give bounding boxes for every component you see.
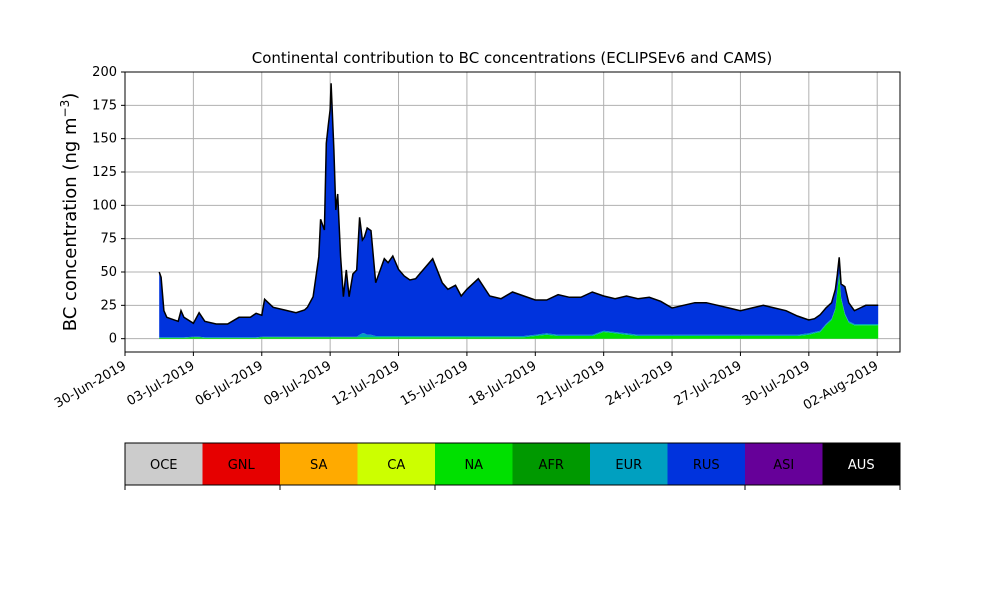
legend-label-asi: ASI (773, 458, 794, 473)
total-outline (158, 83, 879, 325)
y-tick-label: 25 (100, 298, 117, 313)
legend-swatch-aus (822, 443, 900, 485)
y-tick-label: 175 (92, 98, 117, 113)
y-axis-label-exponent: −3 (58, 100, 72, 118)
y-tick-label: 100 (92, 198, 117, 213)
x-tick-label: 02-Aug-2019 (801, 358, 881, 413)
legend-swatch-ca (357, 443, 435, 485)
y-tick-label: 150 (92, 132, 117, 147)
plot-frame (124, 71, 901, 353)
legend-label-eur: EUR (615, 458, 642, 473)
legend-label-gnl: GNL (228, 458, 256, 473)
y-tick-label: 75 (100, 232, 117, 247)
y-tick-label: 0 (109, 332, 117, 347)
x-tick-label: 27-Jul-2019 (672, 358, 745, 409)
x-tick-label: 09-Jul-2019 (261, 358, 334, 409)
x-tick-label: 18-Jul-2019 (466, 358, 539, 409)
legend-label-afr: AFR (539, 458, 564, 473)
x-tick-label: 06-Jul-2019 (193, 358, 266, 409)
legend-label-sa: SA (310, 458, 327, 473)
area-series-rus (159, 83, 879, 338)
x-tick-label: 24-Jul-2019 (603, 358, 676, 409)
legend-swatch-asi (745, 443, 823, 485)
y-tick-label: 125 (92, 165, 117, 180)
legend-label-rus: RUS (693, 458, 720, 473)
legend-swatch-rus (667, 443, 745, 485)
x-tick-label: 30-Jun-2019 (52, 358, 129, 411)
y-axis-label-close: ) (60, 93, 81, 100)
y-axis-label: BC concentration (ng m−3) (58, 93, 81, 332)
legend-label-oce: OCE (150, 458, 178, 473)
y-tick-label: 200 (92, 65, 117, 80)
chart-title: Continental contribution to BC concentra… (252, 49, 773, 67)
legend-frame (124, 442, 901, 486)
legend-swatch-sa (280, 443, 358, 485)
x-tick-label: 03-Jul-2019 (125, 358, 198, 409)
stacked-areas (158, 83, 879, 339)
x-tick-label: 12-Jul-2019 (330, 358, 403, 409)
y-tick-label: 50 (100, 265, 117, 280)
legend-swatch-gnl (202, 443, 280, 485)
y-axis-label-text: BC concentration (ng m (60, 117, 81, 331)
x-tick-label: 15-Jul-2019 (398, 358, 471, 409)
legend-label-na: NA (464, 458, 483, 473)
legend-label-ca: CA (387, 458, 405, 473)
legend-swatch-na (435, 443, 513, 485)
axes: 0 25 50 75 100 125 150 175 200 30-Jun-201903-Jul-… (52, 65, 901, 414)
legend-swatch-eur (590, 443, 668, 485)
x-tick-label: 21-Jul-2019 (535, 358, 608, 409)
legend-swatch-oce (125, 443, 203, 485)
legend-swatch-afr (512, 443, 590, 485)
legend-label-aus: AUS (848, 458, 875, 473)
legend: OCE GNL SA CA NA AFR EUR RUS ASI AUS (124, 442, 901, 490)
